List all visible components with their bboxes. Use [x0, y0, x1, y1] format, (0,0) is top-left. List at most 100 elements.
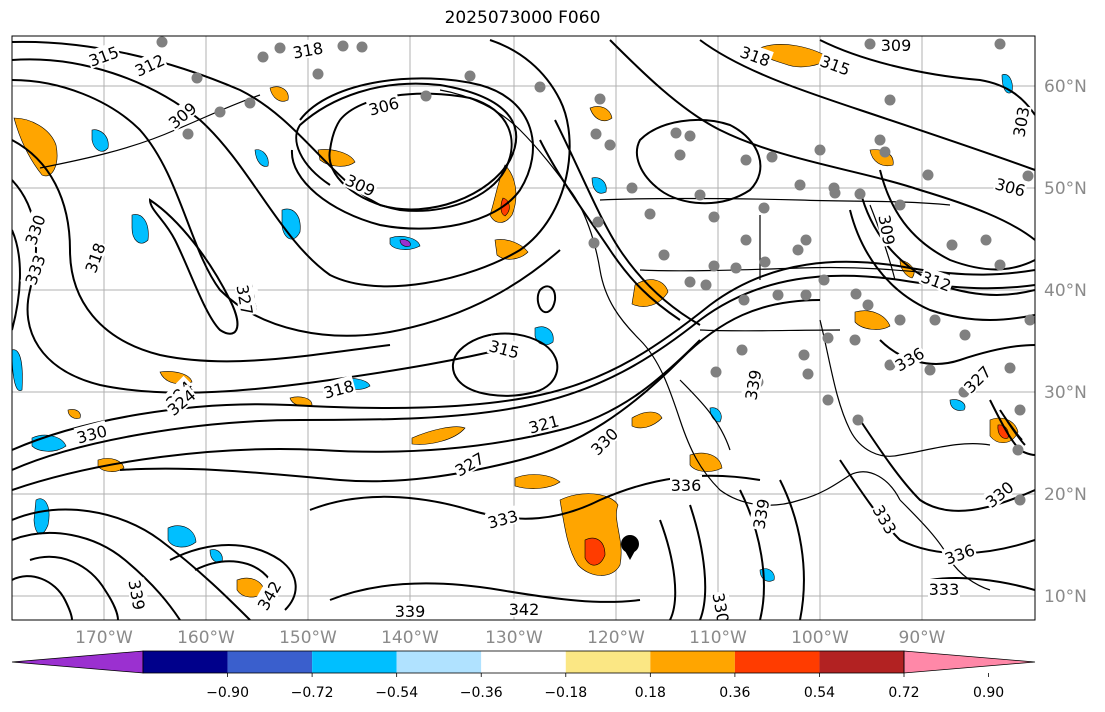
contour-label-bg — [980, 476, 1017, 511]
station-dot — [980, 234, 992, 246]
contour-label: 342 — [509, 600, 540, 619]
station-dot — [994, 259, 1006, 271]
lon-label: 100°W — [791, 628, 849, 648]
colorbar — [11, 650, 1036, 674]
contour-label-bg — [450, 447, 488, 480]
station-dot — [694, 189, 706, 201]
station-dot — [684, 130, 696, 142]
contour-label-bg — [670, 475, 702, 493]
contour-label: 330 — [708, 591, 732, 624]
contour-label-bg — [320, 375, 357, 401]
contour-label: 339 — [395, 602, 426, 621]
contour-label-bg — [126, 577, 150, 612]
contour-label-bg — [880, 36, 912, 53]
lat-label: 10°N — [1044, 587, 1087, 607]
station-dot — [191, 72, 203, 84]
colorbar-segment — [312, 651, 397, 673]
contour-label-bg — [740, 367, 764, 402]
contour-label-bg — [710, 590, 734, 620]
station-dot — [802, 368, 814, 380]
contour-label-bg — [941, 539, 978, 568]
colorbar-segment — [734, 651, 820, 673]
colorbar-segment — [227, 651, 313, 673]
station-dot — [798, 349, 810, 361]
station-dot — [1012, 444, 1024, 456]
contour-label-bg — [162, 384, 199, 419]
station-dot — [674, 149, 686, 161]
station-dot — [670, 127, 682, 139]
station-dot — [710, 366, 722, 378]
station-dot — [862, 299, 874, 311]
colorbar-tick-label: 0.90 — [973, 685, 1004, 701]
contour-label-bg — [163, 97, 200, 132]
station-dot — [740, 154, 752, 166]
station-dot — [356, 41, 368, 53]
station-dot — [658, 249, 670, 261]
map-frame — [11, 35, 1036, 621]
colorbar-outline — [142, 650, 905, 674]
contour-label-bg — [486, 335, 523, 361]
colorbar-tick-label: 0.18 — [635, 685, 666, 701]
station-dot — [1014, 404, 1026, 416]
contour-label: 333 — [929, 580, 960, 599]
station-dot — [214, 106, 226, 118]
station-dot — [894, 199, 906, 211]
colorbar-tick-label: 0.72 — [888, 685, 919, 701]
contour-label-bg — [958, 360, 995, 397]
station-dot — [156, 36, 168, 48]
contour-label-bg — [918, 266, 955, 295]
lat-label: 40°N — [1044, 281, 1087, 301]
isentropic-contours — [12, 39, 1035, 620]
station-dot — [879, 146, 891, 158]
lat-label: 60°N — [1044, 77, 1087, 97]
station-dot — [736, 344, 748, 356]
station-dot — [946, 239, 958, 251]
station-dot — [852, 414, 864, 426]
station-dot — [738, 294, 750, 306]
station-dot — [822, 332, 834, 344]
lon-label: 140°W — [381, 628, 439, 648]
station-dot — [884, 359, 896, 371]
lon-label: 90°W — [899, 628, 946, 648]
negative-shading — [12, 74, 1013, 582]
contour-label-bg — [484, 505, 521, 531]
station-dot — [894, 314, 906, 326]
station-dot — [800, 289, 812, 301]
contour-label-bg — [890, 342, 928, 375]
lon-label: 160°W — [177, 628, 235, 648]
station-dot — [534, 81, 546, 93]
contour-label-bg — [748, 496, 772, 531]
station-dot — [590, 128, 602, 140]
station-dot — [1004, 362, 1016, 374]
contour-label-bg — [290, 37, 325, 61]
colorbar-tick-label: 0.36 — [719, 685, 750, 701]
station-dot — [708, 260, 720, 272]
colorbar-tick-label: −0.18 — [544, 685, 587, 701]
station-dot — [257, 51, 269, 63]
contour-label-bg — [992, 173, 1029, 199]
contour-label-bg — [928, 579, 960, 597]
contour-label-bg — [525, 410, 562, 436]
contour-label-bg — [234, 282, 258, 317]
contour-label-bg — [130, 49, 168, 80]
station-dot — [849, 334, 861, 346]
station-dot — [759, 256, 771, 268]
contour-label-bg — [869, 500, 902, 538]
contour-label-bg — [80, 239, 109, 276]
station-dot — [337, 40, 349, 52]
station-dot — [959, 329, 971, 341]
lon-label: 170°W — [75, 628, 133, 648]
station-dot — [740, 234, 752, 246]
station-dot — [794, 179, 806, 191]
lon-label: 120°W — [587, 628, 645, 648]
contour-label-bg — [365, 92, 402, 118]
colorbar-tick-label: −0.90 — [206, 685, 249, 701]
lon-label: 130°W — [485, 628, 543, 648]
lon-label: 150°W — [279, 628, 337, 648]
colorbar-tick-label: −0.36 — [460, 685, 503, 701]
station-dot — [792, 244, 804, 256]
colorbar-segment — [819, 651, 904, 673]
station-dot — [874, 134, 886, 146]
station-dot — [884, 94, 896, 106]
